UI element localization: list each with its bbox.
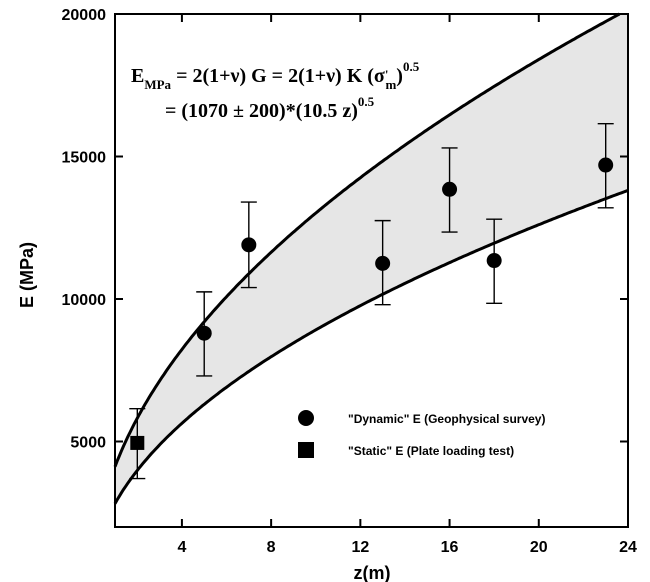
x-tick-label: 8	[267, 539, 276, 556]
data-point-static	[130, 435, 145, 450]
equation-line-1: EMPa = 2(1+ν) G = 2(1+ν) K (σ' m)0.5	[131, 59, 420, 92]
equation-close: )	[396, 65, 403, 87]
equation-e: E	[131, 65, 144, 87]
y-tick-label: 20000	[62, 7, 107, 24]
band-layer	[113, 12, 629, 505]
data-point-dynamic	[442, 181, 458, 197]
band-fill	[115, 14, 628, 504]
data-point-dynamic	[486, 253, 502, 269]
equation-exponent-2: 0.5	[358, 94, 375, 109]
y-tick-label: 10000	[62, 292, 107, 309]
legend-static-label: "Static" E (Plate loading test)	[348, 444, 514, 458]
data-point-dynamic	[241, 237, 257, 253]
plot-frame	[114, 13, 629, 528]
x-tick-label: 12	[351, 539, 369, 556]
lower-curve	[113, 188, 629, 505]
equation-sigma-prime: '	[385, 67, 389, 82]
x-tick-label: 20	[530, 539, 548, 556]
equation: EMPa = 2(1+ν) G = 2(1+ν) K (σ' m)0.5 = (1…	[131, 59, 420, 122]
x-axis-title: z(m)	[354, 563, 391, 582]
point-layer	[130, 157, 614, 450]
equation-line-2: = (1070 ± 200)*(10.5 z)0.5	[165, 94, 375, 122]
legend-dynamic-marker	[298, 410, 314, 426]
data-point-dynamic	[196, 325, 212, 341]
data-point-dynamic	[375, 255, 391, 271]
data-point-dynamic	[598, 157, 614, 173]
equation-middle: = 2(1+ν) G = 2(1+ν) K (σ	[171, 65, 385, 87]
legend-dynamic-label: "Dynamic" E (Geophysical survey)	[348, 412, 545, 426]
legend-static-marker	[298, 442, 314, 458]
y-tick-label: 5000	[70, 435, 106, 452]
legend: "Dynamic" E (Geophysical survey) "Static…	[298, 410, 545, 458]
axes-layer: 4 8 12 16 20 24 5000 10000 15000 20000	[62, 7, 638, 556]
y-axis-title: E (MPa)	[17, 242, 37, 308]
equation-sigma-subscript: m	[385, 77, 396, 92]
x-tick-label: 16	[441, 539, 459, 556]
equation-line-2-text: = (1070 ± 200)*(10.5 z)	[165, 100, 358, 122]
equation-exponent-1: 0.5	[403, 59, 420, 74]
equation-e-subscript: MPa	[144, 77, 171, 92]
x-tick-label: 4	[177, 539, 186, 556]
y-tick-label: 15000	[62, 150, 107, 167]
x-tick-label: 24	[619, 539, 637, 556]
